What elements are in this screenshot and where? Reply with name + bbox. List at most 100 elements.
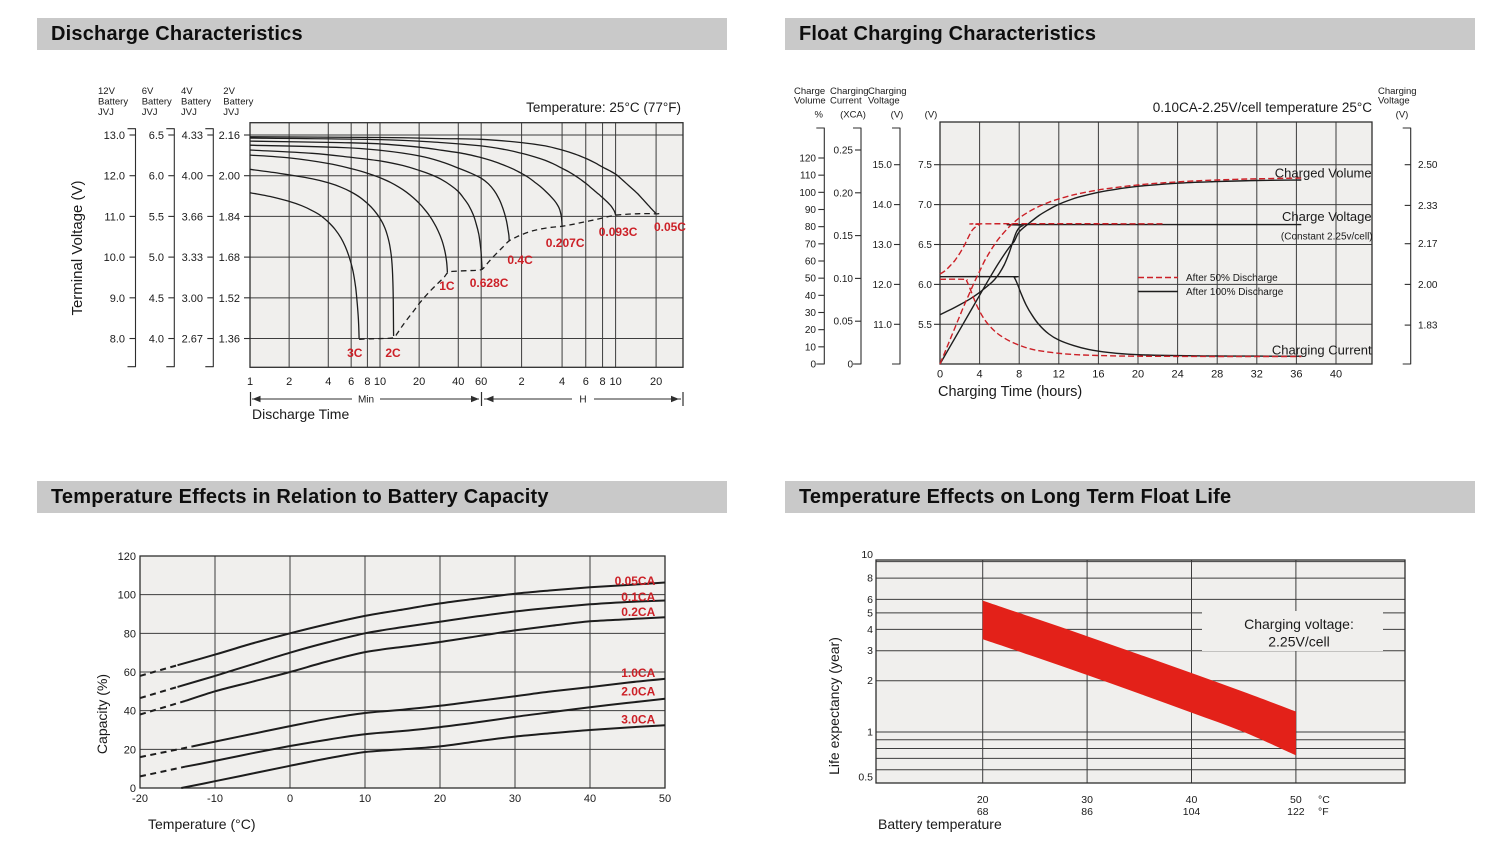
section-header-float-life: Temperature Effects on Long Term Float L…	[785, 481, 1475, 513]
axis-unit: (V)	[1396, 110, 1409, 121]
voltage-scale-value: 12.0	[104, 171, 125, 183]
axis-value: 0.05	[834, 317, 854, 328]
axis-value: 7.0	[918, 200, 932, 211]
x-tick-label-celsius: 40	[1186, 794, 1198, 806]
curve-label: Charged Volume	[1275, 166, 1372, 181]
x-unit-fahrenheit: °F	[1318, 806, 1329, 818]
plot-border	[875, 559, 1406, 784]
series-1.0CA	[192, 677, 666, 748]
y-tick-label: 80	[124, 628, 136, 640]
axis-header: Voltage	[1378, 96, 1410, 107]
voltage-scale-value: 1.68	[219, 252, 240, 264]
x-tick-label: 6	[348, 376, 354, 388]
series-0.4C	[249, 144, 510, 241]
series-charging-current-after-50	[939, 278, 1302, 358]
axis-value: 2.50	[1418, 160, 1438, 171]
voltage-scale-value: 2.67	[182, 334, 203, 346]
x-tick-label-fahrenheit: 104	[1183, 806, 1201, 818]
y-tick-label: 4	[867, 624, 873, 636]
axis-value: 5.5	[918, 320, 932, 331]
x-tick-label: 50	[659, 793, 671, 805]
y-tick-label: 120	[118, 551, 136, 563]
chart-annotation: Temperature: 25°C (77°F)	[526, 100, 681, 115]
x-tick-label: 8	[1016, 369, 1022, 381]
y-tick-label: 6	[867, 594, 873, 606]
y-tick-label: 10	[861, 549, 873, 561]
x-tick-label: 20	[434, 793, 446, 805]
axis-value: 6.0	[918, 280, 932, 291]
battery-scale-header: Battery	[223, 97, 253, 108]
x-tick-label: 30	[509, 793, 521, 805]
annotation-backdrop	[1202, 611, 1383, 651]
x-tick-label: 0	[937, 369, 943, 381]
x-tick-label: 2	[519, 376, 525, 388]
series-0.628C	[249, 149, 483, 270]
series-0.1CA-dashed-lead	[139, 685, 178, 700]
axis-bracket	[816, 127, 825, 365]
x-tick-label: 28	[1211, 369, 1223, 381]
voltage-scale-value: 1.84	[219, 211, 240, 223]
y-axis-title: Terminal Voltage (V)	[69, 180, 86, 315]
series-charged-volume-after-100	[939, 179, 1302, 365]
axis-value: 0.15	[834, 231, 854, 242]
voltage-scale-value: 3.00	[182, 293, 203, 305]
axis-value: 0	[847, 360, 853, 371]
axis-unit: (V)	[891, 110, 904, 121]
arrowhead-icon	[671, 395, 679, 403]
battery-scale-header: JVJ	[142, 107, 158, 118]
voltage-scale-value: 8.0	[110, 334, 125, 346]
x-tick-label: 10	[374, 376, 386, 388]
span-label-min: Min	[358, 395, 374, 406]
axis-bracket	[892, 127, 901, 365]
voltage-scale-value: 4.33	[182, 130, 203, 142]
x-tick-label: 4	[325, 376, 331, 388]
axis-value: 11.0	[873, 320, 892, 331]
voltage-scale-value: 3.33	[182, 252, 203, 264]
axis-value: 0.25	[834, 146, 854, 157]
y-tick-label: 8	[867, 573, 873, 585]
y-axis-title: Capacity (%)	[94, 674, 110, 754]
y-tick-label: 100	[118, 590, 136, 602]
x-axis-title: Discharge Time	[252, 406, 349, 422]
voltage-scale-value: 11.0	[104, 211, 125, 223]
legend-label: After 50% Discharge	[1186, 273, 1278, 284]
section-title: Float Charging Characteristics	[799, 23, 1097, 45]
curve-label: Charge Voltage	[1282, 209, 1372, 224]
series-label-0.1CA: 0.1CA	[621, 590, 655, 604]
axis-value: 110	[800, 171, 816, 182]
axis-unit: %	[815, 110, 824, 121]
axis-value: 10	[805, 342, 817, 353]
battery-scale-header: 2V	[223, 86, 235, 97]
y-tick-label: 0	[130, 783, 136, 795]
axis-header: Charge	[794, 86, 825, 97]
axis-header: Current	[830, 96, 862, 107]
x-tick-label: 20	[1132, 369, 1144, 381]
plot-border	[939, 121, 1373, 365]
x-tick-label: 40	[452, 376, 464, 388]
battery-scale-header: Battery	[142, 97, 172, 108]
series-cutoff-envelope	[359, 212, 662, 340]
axis-value: 90	[805, 205, 817, 216]
series-0.2CA-dashed-lead	[139, 700, 186, 716]
series-3.0CA	[181, 724, 666, 789]
series-0.05CA-dashed-lead	[139, 664, 178, 677]
voltage-scale-value: 4.5	[149, 293, 164, 305]
x-tick-label: 16	[1092, 369, 1104, 381]
series-label-2.0CA: 2.0CA	[621, 685, 655, 699]
battery-scale-header: JVJ	[223, 107, 239, 118]
battery-scale-header: 12V	[98, 86, 116, 97]
axis-value: 80	[805, 222, 817, 233]
voltage-scale-value: 6.5	[149, 130, 164, 142]
series-2C	[249, 168, 395, 337]
axis-value: 1.83	[1418, 321, 1438, 332]
section-header-temperature-capacity: Temperature Effects in Relation to Batte…	[37, 481, 727, 513]
series-label-0.05CA: 0.05CA	[615, 574, 656, 588]
section-title: Temperature Effects in Relation to Batte…	[51, 486, 549, 508]
axis-header: Voltage	[868, 96, 900, 107]
span-label-h: H	[579, 395, 586, 406]
battery-scale-header: Battery	[98, 97, 128, 108]
series-2.0CA	[184, 697, 666, 768]
voltage-scale-value: 4.00	[182, 171, 203, 183]
